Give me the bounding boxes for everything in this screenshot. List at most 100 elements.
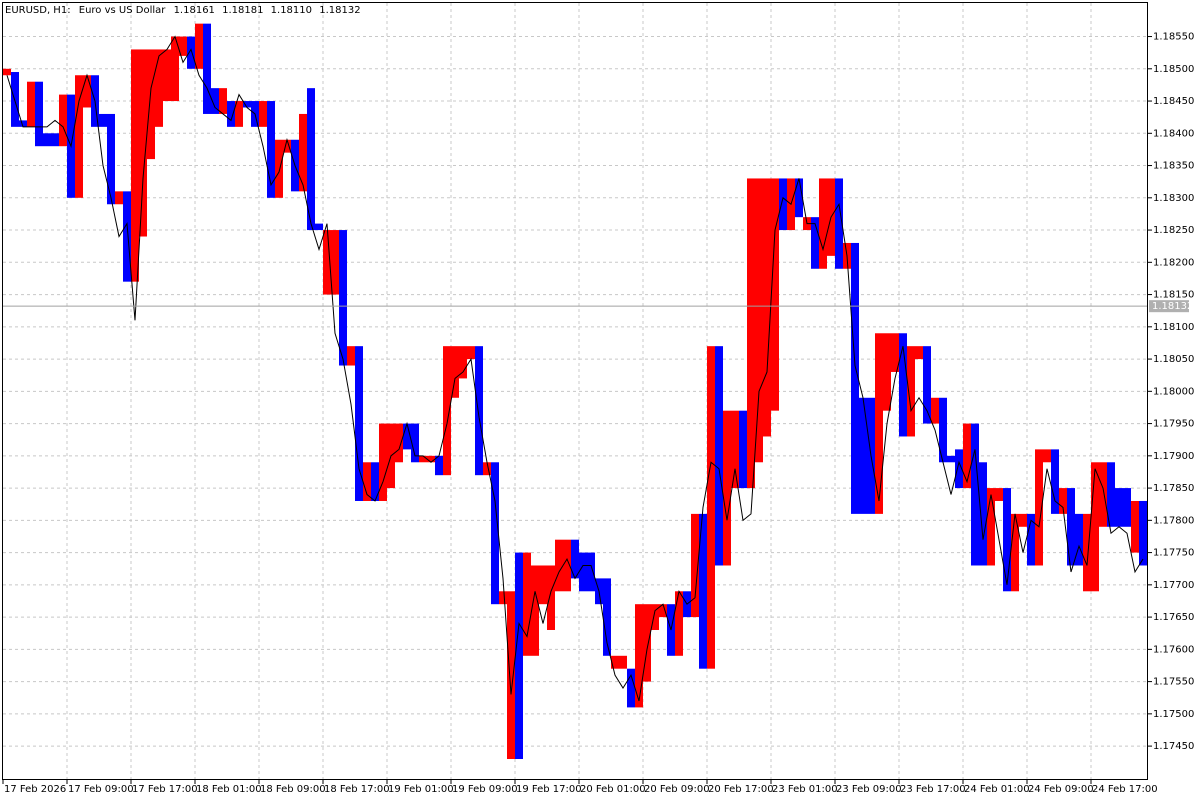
- block: [411, 423, 419, 463]
- block: [979, 462, 987, 566]
- y-tick-label: 1.17850: [1153, 483, 1194, 494]
- block: [603, 578, 611, 656]
- block: [1067, 488, 1075, 566]
- block: [523, 552, 531, 656]
- y-tick-label: 1.18400: [1153, 128, 1194, 139]
- block: [155, 49, 163, 127]
- block: [203, 23, 211, 114]
- block: [451, 346, 459, 398]
- block: [403, 423, 411, 450]
- block: [723, 410, 731, 566]
- block: [1011, 513, 1019, 592]
- block: [1019, 513, 1027, 527]
- y-tick-label: 1.17900: [1153, 451, 1194, 462]
- block: [59, 94, 67, 147]
- block: [427, 455, 435, 463]
- block: [579, 552, 587, 592]
- block: [1107, 462, 1115, 527]
- block: [1043, 449, 1051, 463]
- block: [483, 462, 491, 476]
- block: [635, 604, 643, 708]
- y-tick-label: 1.18350: [1153, 161, 1194, 172]
- x-tick-label: 24 Feb 17:00: [1092, 784, 1158, 795]
- block: [971, 423, 979, 566]
- y-tick-label: 1.18100: [1153, 322, 1194, 333]
- block: [651, 604, 659, 630]
- block: [299, 113, 307, 192]
- block: [835, 178, 843, 269]
- block: [219, 88, 227, 114]
- block: [931, 397, 939, 424]
- block: [851, 242, 859, 514]
- chart-header: EURUSD, H1: Euro vs US Dollar 1.18161 1.…: [5, 5, 361, 16]
- block: [715, 346, 723, 566]
- y-tick-label: 1.17750: [1153, 548, 1194, 559]
- block: [443, 346, 451, 476]
- block: [1003, 488, 1011, 592]
- block: [139, 49, 147, 237]
- block: [3, 68, 11, 76]
- x-tick-label: 17 Feb 17:00: [132, 784, 198, 795]
- block: [763, 178, 771, 437]
- x-tick-label: 18 Feb 09:00: [260, 784, 326, 795]
- block: [1051, 449, 1059, 514]
- block: [347, 346, 355, 366]
- block: [1131, 500, 1139, 553]
- block: [355, 346, 363, 501]
- description: Euro vs US Dollar: [79, 5, 167, 16]
- x-tick-label: 17 Feb 09:00: [68, 784, 134, 795]
- block: [691, 513, 699, 618]
- x-tick-label: 20 Feb 09:00: [644, 784, 710, 795]
- y-tick-label: 1.17950: [1153, 419, 1194, 430]
- block: [747, 178, 755, 489]
- block: [459, 346, 467, 379]
- block: [475, 346, 483, 476]
- y-tick-label: 1.18150: [1153, 290, 1194, 301]
- plot-frame: [2, 2, 1148, 780]
- block: [195, 23, 203, 69]
- block: [923, 346, 931, 424]
- y-tick-label: 1.17450: [1153, 741, 1194, 752]
- x-tick-label: 23 Feb 01:00: [772, 784, 838, 795]
- block: [43, 133, 51, 147]
- y-tick-label: 1.17600: [1153, 644, 1194, 655]
- close: 1.18132: [319, 5, 360, 16]
- block: [675, 591, 683, 656]
- block: [539, 565, 547, 605]
- block: [771, 178, 779, 411]
- block: [883, 333, 891, 411]
- block: [987, 488, 995, 566]
- block: [115, 191, 123, 205]
- x-tick-label: 20 Feb 17:00: [708, 784, 774, 795]
- block: [859, 397, 867, 514]
- y-tick-label: 1.18550: [1153, 32, 1194, 43]
- block: [619, 655, 627, 669]
- block: [171, 36, 179, 102]
- block: [731, 410, 739, 489]
- block: [507, 591, 515, 760]
- block: [163, 49, 171, 102]
- block: [419, 455, 427, 463]
- block: [491, 462, 499, 605]
- block: [27, 81, 35, 127]
- block: [339, 230, 347, 366]
- block: [363, 462, 371, 501]
- block: [899, 333, 907, 437]
- block: [83, 75, 91, 108]
- x-tick-label: 19 Feb 01:00: [388, 784, 454, 795]
- block: [699, 513, 707, 669]
- block: [1083, 513, 1091, 592]
- block: [659, 604, 667, 618]
- block: [1139, 500, 1147, 566]
- open: 1.18161: [174, 5, 215, 16]
- block: [515, 552, 523, 760]
- x-tick-label: 23 Feb 17:00: [900, 784, 966, 795]
- block: [323, 230, 331, 295]
- block: [283, 139, 291, 153]
- block: [379, 423, 387, 501]
- block: [499, 591, 507, 605]
- block: [259, 101, 267, 127]
- block: [395, 423, 403, 463]
- x-tick-label: 24 Feb 09:00: [1028, 784, 1094, 795]
